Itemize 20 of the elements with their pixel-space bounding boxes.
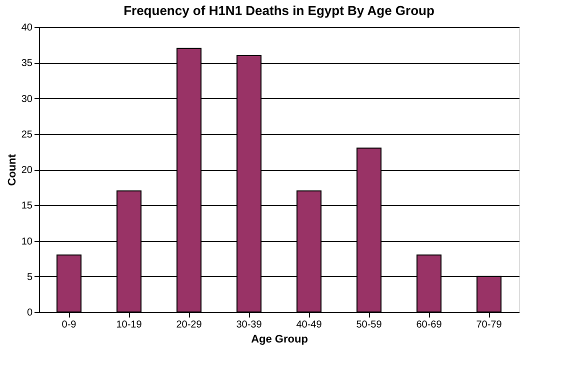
y-axis-title: Count: [6, 154, 18, 186]
y-tick-label: 40: [21, 22, 33, 34]
x-axis-title: Age Group: [251, 334, 308, 346]
y-tick-label: 30: [21, 94, 33, 105]
y-tick-label: 0: [26, 308, 33, 318]
y-tick-label: 20: [21, 165, 33, 176]
y-tick-label: 35: [21, 58, 33, 70]
x-tick-label: 0-9: [62, 320, 77, 330]
x-tick-label: 70-79: [476, 320, 502, 330]
y-tick-label: 5: [26, 272, 33, 283]
y-tick-label: 25: [21, 129, 33, 140]
chart-title: Frequency of H1N1 Deaths in Egypt By Age Group: [124, 3, 434, 18]
x-tick-label: 10-19: [116, 320, 142, 330]
y-tick-label: 10: [21, 236, 33, 248]
x-tick-label: 30-39: [236, 320, 262, 330]
x-tick-label: 60-69: [416, 320, 442, 330]
x-tick-label: 40-49: [296, 320, 322, 330]
x-tick-label: 20-29: [176, 320, 202, 330]
x-tick-label: 50-59: [356, 320, 382, 330]
y-tick-label: 15: [21, 200, 33, 212]
